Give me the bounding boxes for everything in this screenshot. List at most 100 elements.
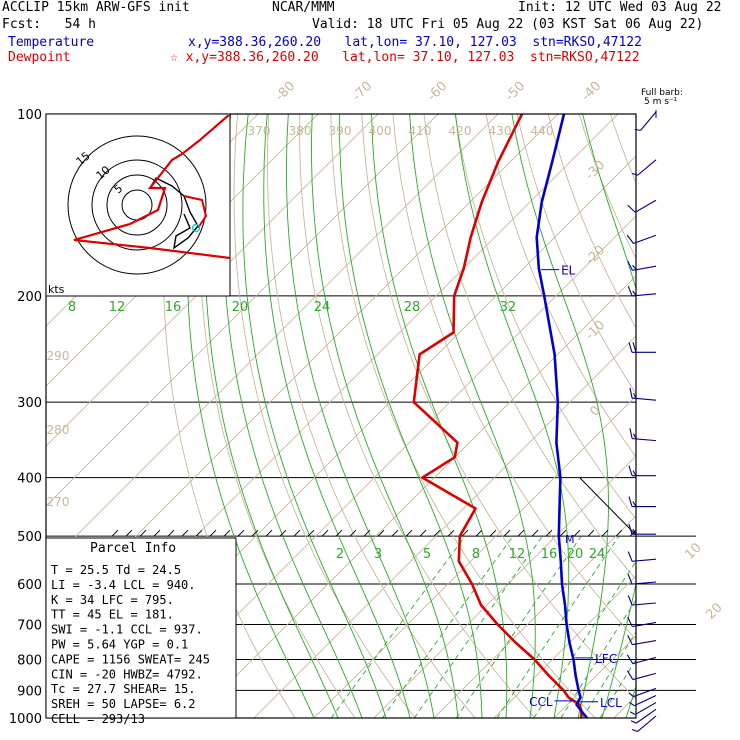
moist-adiabat-8 [339, 114, 483, 718]
moist-adiabat--4 [263, 114, 411, 718]
wind-barb [627, 595, 657, 606]
temp-label--10: -10 [583, 318, 609, 344]
wind-barb-staff [634, 702, 657, 716]
wind-barb-flag [631, 172, 638, 176]
wind-barb [629, 695, 657, 707]
moist-adiabat--8 [242, 114, 387, 718]
wind-barb [631, 715, 657, 732]
wind-barb-flag [629, 701, 635, 707]
wind-barb [627, 635, 657, 646]
isobar-tick [573, 529, 581, 537]
isobar-tick [363, 529, 371, 537]
isobar-tick [447, 529, 455, 537]
wind-barb [634, 111, 657, 131]
wind-barb-staff [632, 639, 657, 646]
pressure-tick-300: 300 [17, 396, 42, 411]
theta-left-label-270: 270 [47, 495, 70, 509]
isobar-tick [405, 529, 413, 537]
wind-barb [630, 708, 657, 724]
parcel-info-row: CIN = -20 HWBZ= 4792. [51, 667, 203, 681]
barb-key-line2: 5 m s⁻¹ [644, 97, 678, 107]
annotation-m: M [565, 533, 575, 546]
isobar-tick [503, 529, 511, 537]
moist-adiabat-36 [650, 114, 740, 718]
wind-barb-flag [632, 501, 637, 507]
isobar-tick [111, 529, 119, 537]
wind-barb-staff [640, 111, 657, 131]
temp-label--60: -60 [425, 79, 451, 105]
isotherm-40 [674, 114, 740, 718]
wind-barb-flag [628, 465, 633, 476]
wind-barb [628, 524, 656, 535]
wind-barb [627, 574, 657, 585]
dry-adiabat-380 [578, 114, 636, 260]
wind-barb-staff [634, 695, 657, 707]
isotherm--30 [253, 335, 636, 718]
mixing-upper-8: 8 [68, 300, 76, 315]
isobar-tick [349, 529, 357, 537]
isotherm--40 [193, 275, 636, 718]
wind-barb [626, 654, 657, 665]
wind-barb [628, 687, 657, 698]
org-label: NCAR/MMM [272, 0, 335, 15]
moist-adiabat-16 [409, 114, 536, 718]
pressure-tick-200: 200 [17, 290, 42, 305]
mixing-upper-16: 16 [165, 300, 182, 315]
mixing-ratio-12 [533, 560, 636, 718]
mixing-ratio-1 [330, 535, 466, 718]
moist-adiabat-24 [511, 114, 609, 718]
wind-barb [629, 387, 657, 401]
isobar-tick [433, 529, 441, 537]
dry-adiabat-260 [199, 114, 356, 718]
theta-left-label-280: 280 [47, 423, 70, 437]
theta-label-370: 370 [248, 124, 271, 138]
dry-adiabat-300 [330, 114, 596, 718]
isobar-tick [587, 529, 595, 537]
wind-barb-staff [637, 715, 657, 732]
temp-label--20: -20 [583, 243, 609, 269]
isobar-tick [559, 529, 567, 537]
parcel-info-row: T = 25.5 Td = 24.5 [51, 563, 181, 577]
dry-adiabat-270 [233, 114, 416, 718]
pressure-tick-700: 700 [17, 618, 42, 633]
annotation-lcl: LCL [600, 696, 622, 710]
dry-adiabat-360 [516, 114, 636, 395]
temp-label-20: 20 [703, 600, 725, 622]
isobar-tick [335, 529, 343, 537]
isobar-tick [209, 529, 217, 537]
parcel-info-box: Parcel Info T = 25.5 Td = 24.5LI = -3.4 L… [45, 537, 237, 726]
isobar-tick [321, 529, 329, 537]
mixing-lower-20: 20 [567, 547, 584, 562]
dewpoint-profile [412, 114, 583, 718]
valid-time: Valid: 18 UTC Fri 05 Aug 22 (03 KST Sat … [312, 17, 704, 32]
annotation-lfc: LFC [595, 652, 617, 666]
theta-label-420: 420 [449, 124, 472, 138]
moist-adiabat--20 [186, 114, 315, 718]
mixing-lower-24: 24 [589, 547, 606, 562]
isobar-tick [489, 529, 497, 537]
dry-adiabat-330 [423, 114, 636, 581]
wind-barb-flag [627, 635, 633, 645]
hodograph-connector [229, 257, 393, 540]
moist-adiabat--12 [222, 114, 363, 718]
forecast-hour: Fcst: 54 h [2, 17, 96, 32]
grid-labels: 100 200 300 400 500 600 700 800 900 1000 -80 -70 -60… [9, 79, 726, 727]
temp-label-10: 10 [682, 540, 704, 562]
wind-barb-flag [628, 496, 633, 507]
theta-label-440: 440 [531, 124, 554, 138]
hodograph-ring-15 [91, 159, 183, 251]
isotherm-10 [493, 575, 636, 718]
wind-barb [628, 342, 656, 353]
wind-barb-staff [632, 397, 657, 401]
mixing-ratio-2 [382, 535, 514, 718]
init-time: Init: 12 UTC Wed 03 Aug 22 [518, 0, 722, 15]
isobar-tick [419, 529, 427, 537]
sounding-profiles [412, 114, 589, 718]
annotation-ccl: CCL [529, 695, 553, 709]
wind-barb-flag [627, 260, 633, 271]
dewpoint-legend-label: Dewpoint [8, 50, 71, 65]
isobar-tick [139, 529, 147, 537]
wind-barb-flag [626, 670, 634, 680]
